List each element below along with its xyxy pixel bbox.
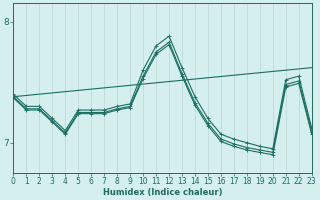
X-axis label: Humidex (Indice chaleur): Humidex (Indice chaleur) xyxy=(103,188,222,197)
